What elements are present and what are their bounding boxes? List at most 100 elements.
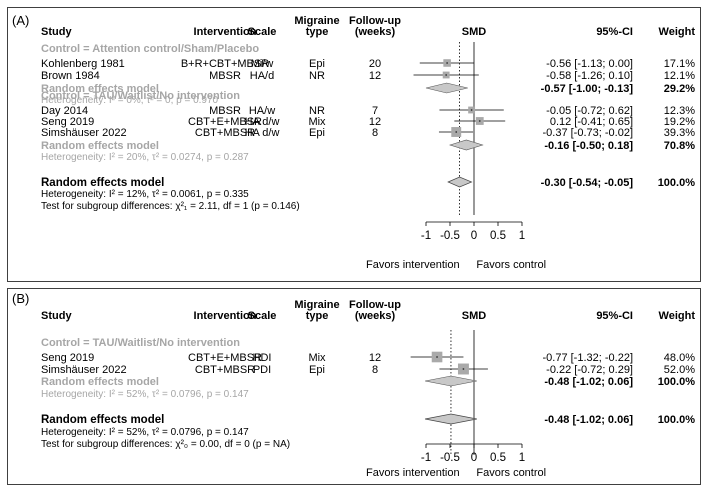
column-header-ci: 95%-CI (596, 310, 633, 322)
column-header-weeks: (weeks) (355, 26, 396, 38)
subgroup-pooled-ci: -0.57 [-1.00; -0.13] (541, 83, 634, 95)
study-effect-point (446, 62, 449, 64)
study-name: Seng 2019 (41, 116, 94, 128)
study-follow-up: 12 (369, 70, 381, 82)
study-follow-up: 8 (372, 127, 378, 139)
panel-border (7, 288, 701, 485)
x-axis-tick-label: 0 (471, 230, 477, 242)
overall-heterogeneity: Heterogeneity: I² = 52%, τ² = 0.0796, p … (41, 427, 249, 438)
study-weight: 12.3% (664, 105, 695, 117)
column-header-weight: Weight (659, 26, 696, 38)
column-header-smd: SMD (462, 26, 487, 38)
subgroup-pooled-diamond (424, 375, 477, 387)
overall-heterogeneity: Heterogeneity: I² = 12%, τ² = 0.0061, p … (41, 189, 249, 200)
study-name: Brown 1984 (41, 70, 100, 82)
subgroup-pooled-diamond (425, 82, 468, 94)
overall-pooled-ci: -0.30 [-0.54; -0.05] (541, 177, 634, 189)
column-header-study: Study (41, 26, 72, 38)
study-intervention: MBSR (209, 70, 241, 82)
column-header-intervention: Intervention (194, 310, 257, 322)
favors-control-label: Favors control (476, 259, 546, 271)
study-migraine-type: Epi (309, 58, 325, 70)
column-header-follow-up: Follow-up (349, 15, 401, 27)
study-row: Brown 1984 MBSR HA/d NR 12 -0.58 [-1.26; 0.10… (41, 70, 695, 82)
study-ci: -0.37 [-0.73; -0.02] (543, 127, 634, 139)
column-header-scale: Scale (248, 26, 277, 38)
study-migraine-type: Epi (309, 127, 325, 139)
overall-pooled-label: Random effects model (41, 177, 164, 189)
study-scale: HDI (253, 352, 272, 364)
subgroup-heterogeneity: Heterogeneity: I² = 20%, τ² = 0.0274, p … (41, 152, 249, 163)
study-migraine-type: NR (309, 70, 325, 82)
overall-pooled-diamond (424, 413, 477, 425)
study-ci: -0.56 [-1.13; 0.00] (546, 58, 633, 70)
study-scale: Mi/w (251, 58, 274, 70)
x-axis-tick-label: -1 (421, 230, 431, 242)
study-scale: HA/d (250, 70, 274, 82)
study-follow-up: 8 (372, 364, 378, 376)
overall-pooled-weight: 100.0% (658, 414, 696, 426)
study-effect-point (470, 109, 473, 111)
study-effect-point (445, 74, 448, 76)
study-migraine-type: NR (309, 105, 325, 117)
column-header-type: type (306, 26, 329, 38)
study-migraine-type: Mix (308, 352, 326, 364)
study-row: Day 2014 MBSR HA/w NR 7 -0.05 [-0.72; 0.62] 12… (41, 105, 695, 117)
study-effect-point (462, 368, 465, 370)
study-follow-up: 12 (369, 116, 381, 128)
study-ci: -0.58 [-1.26; 0.10] (546, 70, 633, 82)
subgroup-header: Control = TAU/Waitlist/No intervention (41, 90, 240, 102)
x-axis-tick-label: 0 (471, 452, 477, 464)
overall-pooled-diamond (447, 176, 473, 188)
subgroup-header: Control = Attention control/Sham/Placebo (41, 43, 259, 55)
overall-pooled-ci: -0.48 [-1.02; 0.06] (544, 414, 633, 426)
study-name: Seng 2019 (41, 352, 94, 364)
study-migraine-type: Mix (308, 116, 326, 128)
study-ci: -0.77 [-1.32; -0.22] (543, 352, 634, 364)
subgroup-heterogeneity: Heterogeneity: I² = 52%, τ² = 0.0796, p … (41, 389, 249, 400)
panel-border (7, 7, 701, 282)
study-intervention: CBT+MBSR (195, 364, 255, 376)
column-header-scale: Scale (248, 310, 277, 322)
favors-intervention-label: Favors intervention (366, 259, 460, 271)
panel-label: (B) (12, 291, 29, 306)
study-intervention: CBT+E+MBSR (188, 116, 262, 128)
study-follow-up: 7 (372, 105, 378, 117)
study-scale: HA d/w (245, 116, 280, 128)
study-follow-up: 20 (369, 58, 381, 70)
x-axis-tick-label: -0.5 (440, 452, 460, 464)
x-axis-tick-label: 1 (519, 452, 525, 464)
x-axis-tick-label: 0.5 (490, 452, 506, 464)
study-migraine-type: Epi (309, 364, 325, 376)
x-axis-tick-label: 0.5 (490, 230, 506, 242)
column-header-weeks: (weeks) (355, 310, 396, 322)
column-header-smd: SMD (462, 310, 487, 322)
column-header-ci: 95%-CI (596, 26, 633, 38)
subgroup-pooled-diamond (448, 139, 484, 151)
subgroup-pooled-ci: -0.48 [-1.02; 0.06] (544, 376, 633, 388)
x-axis-tick-label: 1 (519, 230, 525, 242)
study-weight: 52.0% (664, 364, 695, 376)
study-intervention: CBT+E+MBSR (188, 352, 262, 364)
study-weight: 48.0% (664, 352, 695, 364)
panel-label: (A) (12, 13, 29, 28)
subgroup-pooled-ci: -0.16 [-0.50; 0.18] (544, 140, 633, 152)
column-header-intervention: Intervention (194, 26, 257, 38)
study-effect-point (455, 131, 458, 133)
study-weight: 39.3% (664, 127, 695, 139)
subgroup-header: Control = TAU/Waitlist/No intervention (41, 337, 240, 349)
subgroup-difference-test: Test for subgroup differences: χ²₁ = 2.1… (41, 201, 300, 212)
x-axis-tick-label: -1 (421, 452, 431, 464)
study-ci: 0.12 [-0.41; 0.65] (550, 116, 633, 128)
study-scale: HA/w (249, 105, 275, 117)
study-scale: PDI (253, 364, 271, 376)
study-effect-point (478, 120, 481, 122)
x-axis-tick-label: -0.5 (440, 230, 460, 242)
subgroup-heterogeneity: Heterogeneity: I² = 0%, τ² = 0, p = 0.97… (41, 95, 219, 106)
